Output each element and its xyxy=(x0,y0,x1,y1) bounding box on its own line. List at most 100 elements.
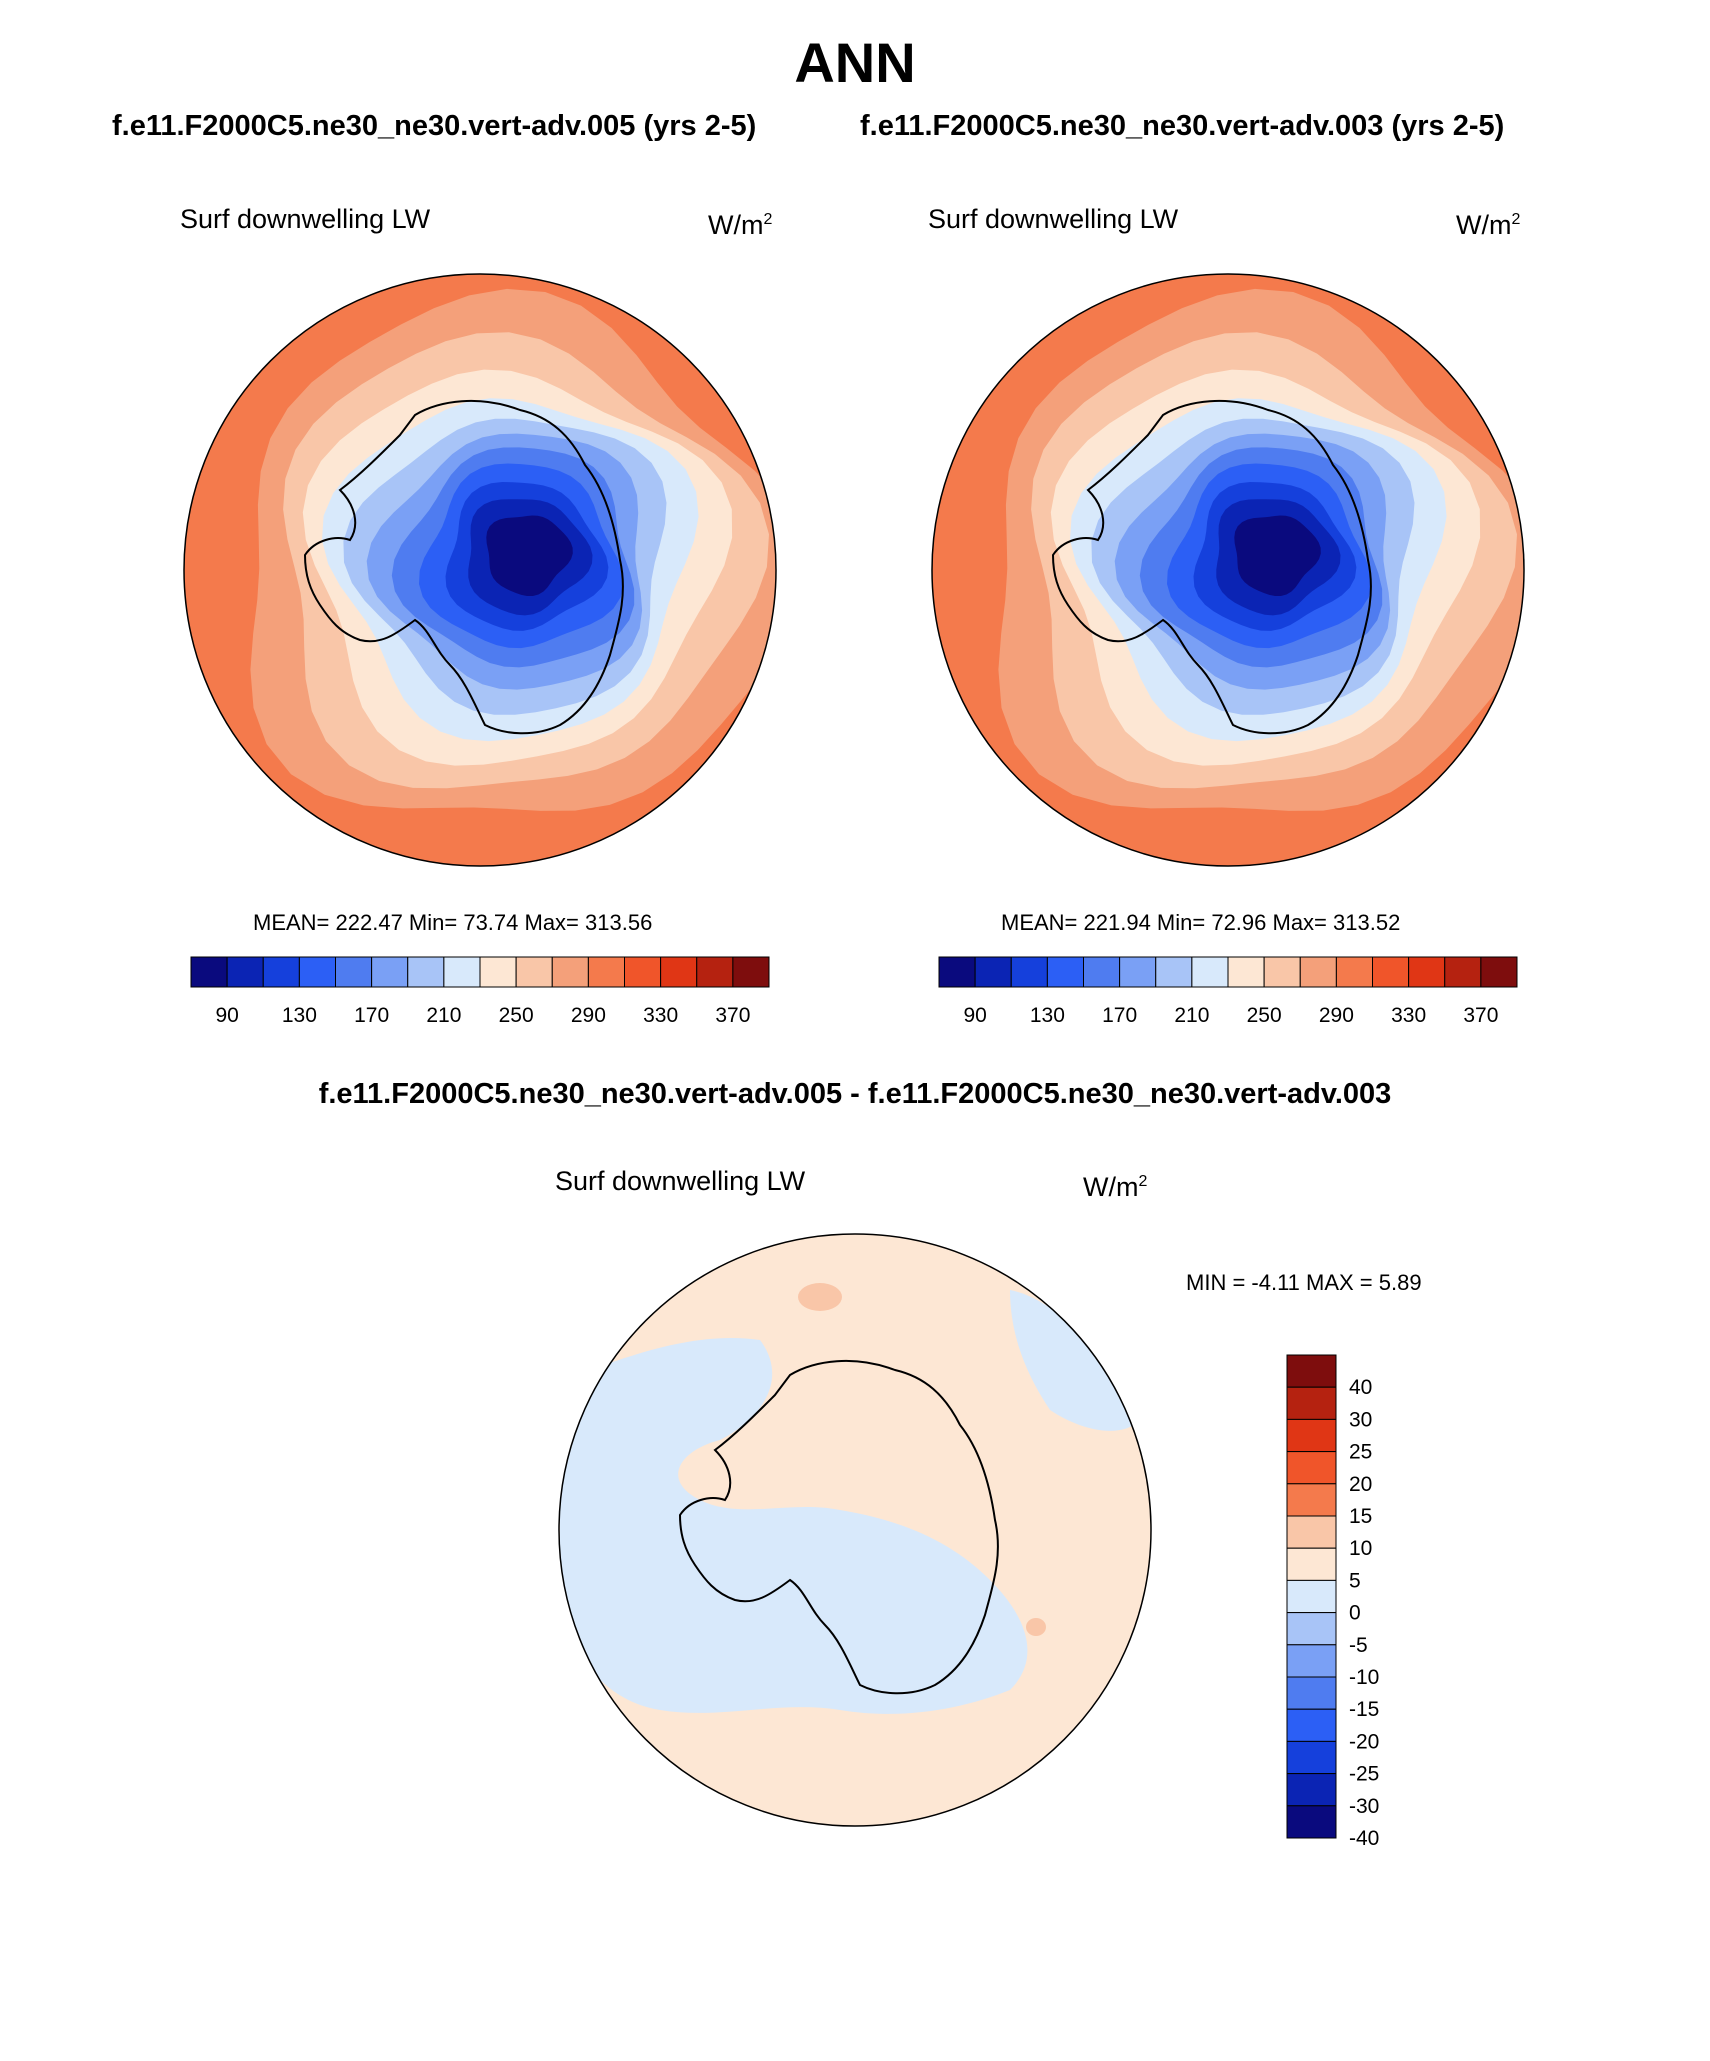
left-colorbar: 90 130 170 210 250 290 330 370 xyxy=(190,956,770,1027)
colorbar-swatch xyxy=(1335,956,1373,988)
colorbar-tick-label: 130 xyxy=(1030,1004,1065,1027)
colorbar-swatch xyxy=(190,956,228,988)
diff-colorbar-swatch xyxy=(1286,1547,1337,1581)
diff-colorbar-swatch xyxy=(1286,1515,1337,1549)
diff-colorbar-swatch xyxy=(1286,1579,1337,1614)
colorbar-swatch xyxy=(1010,956,1048,988)
colorbar-tick-label: 170 xyxy=(354,1004,389,1027)
diff-colorbar-tick-label: -20 xyxy=(1349,1730,1379,1753)
colorbar-tick-label: 290 xyxy=(571,1004,606,1027)
colorbar-tick-label: 90 xyxy=(963,1004,986,1027)
colorbar-swatch xyxy=(371,956,409,988)
diff-polar-map xyxy=(559,1234,1151,1826)
colorbar-swatch xyxy=(1372,956,1410,988)
colorbar-swatch xyxy=(551,956,589,988)
colorbar-swatch xyxy=(515,956,553,988)
diff-colorbar-tick-label: 5 xyxy=(1349,1569,1361,1592)
left-case-title: f.e11.F2000C5.ne30_ne30.vert-adv.005 (yr… xyxy=(112,110,757,142)
colorbar-swatch xyxy=(660,956,698,988)
colorbar-tick-label: 170 xyxy=(1102,1004,1137,1027)
diff-colorbar-swatch xyxy=(1286,1612,1337,1646)
diff-colorbar-tick-label: -15 xyxy=(1349,1698,1379,1721)
colorbar-swatch xyxy=(1155,956,1193,988)
colorbar-tick-label: 210 xyxy=(1174,1004,1209,1027)
colorbar-swatch xyxy=(1263,956,1301,988)
colorbar-swatch xyxy=(1083,956,1121,988)
right-map-boundary xyxy=(931,273,1525,867)
diff-colorbar-tick-label: -10 xyxy=(1349,1666,1379,1689)
diff-colorbar-swatch xyxy=(1286,1418,1337,1453)
diff-colorbar-tick-label: -40 xyxy=(1349,1827,1379,1850)
diff-colorbar-tick-label: 15 xyxy=(1349,1505,1372,1528)
colorbar-tick-label: 250 xyxy=(499,1004,534,1027)
colorbar-swatch xyxy=(1480,956,1518,988)
diff-colorbar-tick-label: -30 xyxy=(1349,1795,1379,1818)
diff-colorbar: 40 30 25 20 15 10 5 0 -5 -10 -15 -20 -25 -30 -40 xyxy=(1286,1354,1379,1850)
colorbar-tick-label: 210 xyxy=(426,1004,461,1027)
diff-colorbar-swatch xyxy=(1286,1740,1337,1775)
diff-colorbar-tick-label: 10 xyxy=(1349,1537,1372,1560)
figure-title: ANN xyxy=(794,31,916,94)
diff-colorbar-swatch xyxy=(1286,1805,1337,1839)
colorbar-swatch xyxy=(1444,956,1482,988)
colorbar-swatch xyxy=(1119,956,1157,988)
diff-panel-variable: Surf downwelling LW xyxy=(555,1166,806,1196)
colorbar-tick-label: 330 xyxy=(1391,1004,1426,1027)
diff-colorbar-swatch xyxy=(1286,1483,1337,1517)
diff-panel-stats: MIN = -4.11 MAX = 5.89 xyxy=(1186,1270,1422,1295)
diff-colorbar-tick-label: 0 xyxy=(1349,1602,1361,1625)
diff-colorbar-swatch xyxy=(1286,1451,1337,1485)
colorbar-swatch xyxy=(587,956,625,988)
diff-colorbar-tick-label: -5 xyxy=(1349,1634,1368,1657)
colorbar-swatch xyxy=(298,956,336,988)
colorbar-swatch xyxy=(696,956,734,988)
right-case-title: f.e11.F2000C5.ne30_ne30.vert-adv.003 (yr… xyxy=(860,110,1505,142)
colorbar-swatch xyxy=(262,956,300,988)
colorbar-tick-label: 370 xyxy=(1463,1004,1498,1027)
right-colorbar: 90 130 170 210 250 290 330 370 xyxy=(938,956,1518,1027)
diff-colorbar-swatch xyxy=(1286,1354,1337,1388)
colorbar-tick-label: 290 xyxy=(1319,1004,1354,1027)
diff-colorbar-tick-label: 20 xyxy=(1349,1473,1372,1496)
field-band-12 xyxy=(1234,515,1321,596)
colorbar-swatch xyxy=(479,956,517,988)
colorbar-swatch xyxy=(226,956,264,988)
colorbar-swatch xyxy=(624,956,662,988)
right-polar-map xyxy=(932,274,1524,866)
left-panel-stats: MEAN= 222.47 Min= 73.74 Max= 313.56 xyxy=(253,910,653,935)
diff-colorbar-tick-label: 25 xyxy=(1349,1441,1372,1464)
colorbar-swatch xyxy=(1191,956,1229,988)
diff-colorbar-swatch xyxy=(1286,1773,1337,1807)
colorbar-tick-label: 90 xyxy=(215,1004,238,1027)
field-band-12 xyxy=(486,515,573,596)
diff-colorbar-swatch xyxy=(1286,1708,1337,1742)
colorbar-swatch xyxy=(974,956,1012,988)
colorbar-swatch xyxy=(938,956,976,988)
colorbar-tick-label: 370 xyxy=(715,1004,750,1027)
diff-colorbar-tick-label: 40 xyxy=(1349,1376,1372,1399)
right-panel-stats: MEAN= 221.94 Min= 72.96 Max= 313.52 xyxy=(1001,910,1401,935)
colorbar-swatch xyxy=(407,956,445,988)
diff-colorbar-tick-label: -25 xyxy=(1349,1763,1379,1786)
diff-map-boundary xyxy=(558,1233,1152,1827)
colorbar-swatch xyxy=(1299,956,1337,988)
diff-colorbar-swatch xyxy=(1286,1644,1337,1678)
diff-colorbar-swatch xyxy=(1286,1676,1337,1710)
colorbar-swatch xyxy=(1046,956,1084,988)
left-map-boundary xyxy=(183,273,777,867)
diff-colorbar-tick-label: 30 xyxy=(1349,1408,1372,1431)
colorbar-swatch xyxy=(732,956,770,988)
diff-panel-units: W/m2 xyxy=(1083,1172,1148,1202)
colorbar-swatch xyxy=(335,956,373,988)
colorbar-swatch xyxy=(1227,956,1265,988)
left-polar-map xyxy=(184,274,776,866)
right-panel-units: W/m2 xyxy=(1456,210,1521,240)
diff-colorbar-swatch xyxy=(1286,1386,1337,1420)
left-panel-variable: Surf downwelling LW xyxy=(180,204,431,234)
colorbar-tick-label: 330 xyxy=(643,1004,678,1027)
difference-title: f.e11.F2000C5.ne30_ne30.vert-adv.005 - f… xyxy=(318,1078,1392,1110)
right-panel-variable: Surf downwelling LW xyxy=(928,204,1179,234)
colorbar-swatch xyxy=(1408,956,1446,988)
colorbar-tick-label: 250 xyxy=(1247,1004,1282,1027)
